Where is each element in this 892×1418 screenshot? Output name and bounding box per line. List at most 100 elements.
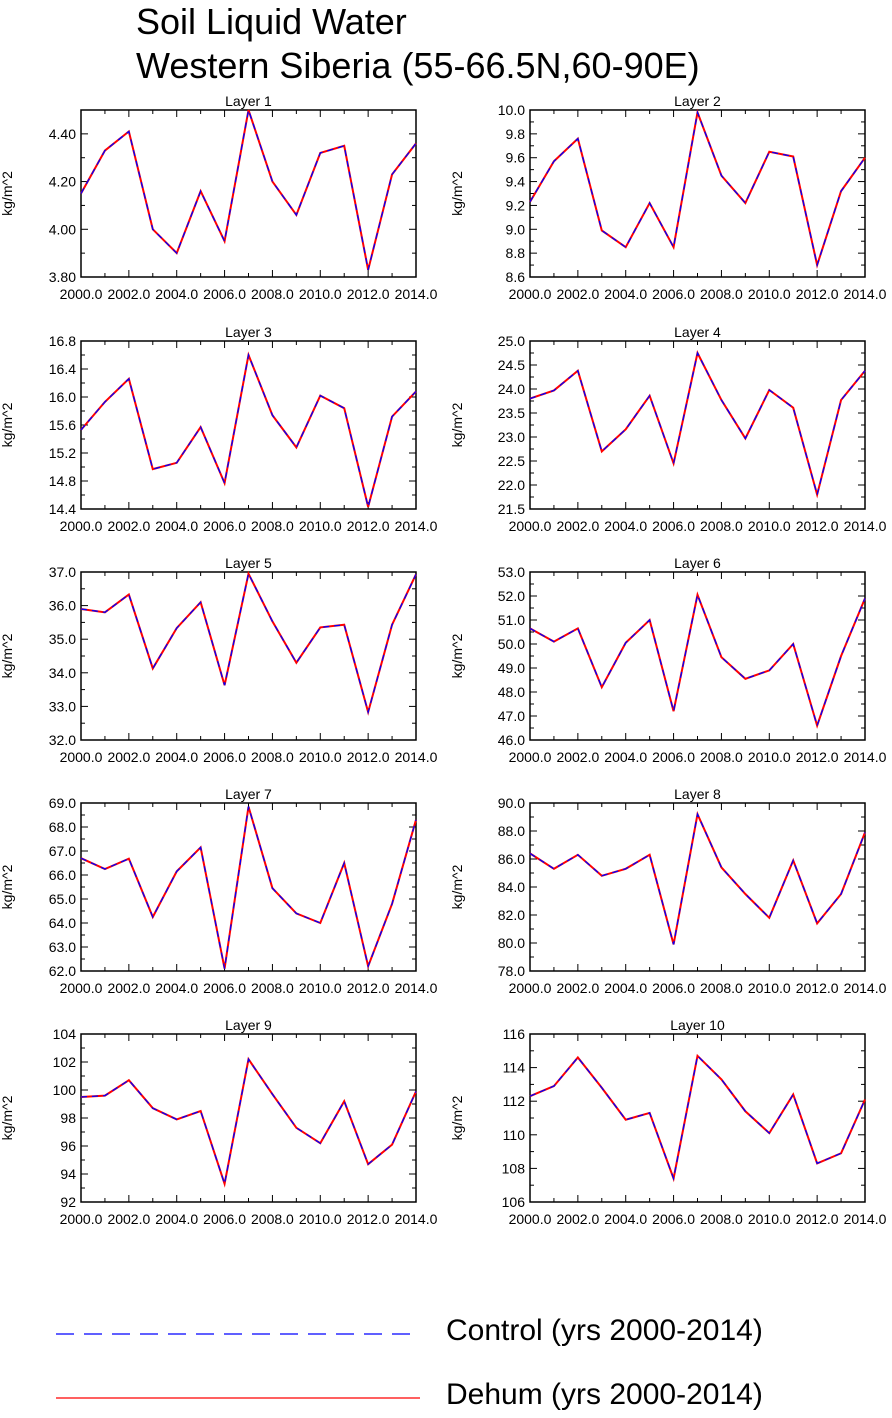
y-tick-label: 36.0 [49,598,76,614]
control-series-line-layer-1 [80,109,417,270]
y-tick-label: 23.0 [498,429,525,445]
x-tick-label: 2010.0 [748,749,791,765]
dehum-series-line-layer-3 [80,351,417,508]
panel-title-layer-3: Layer 3 [225,324,272,340]
x-tick-label: 2006.0 [652,749,695,765]
y-tick-label: 9.6 [506,150,526,166]
x-tick-label: 2004.0 [604,518,647,534]
x-tick-label: 2006.0 [203,518,246,534]
plot-frame-layer-3 [80,340,417,510]
x-tick-label: 2006.0 [203,749,246,765]
y-tick-label: 96 [60,1138,76,1154]
panel-title-layer-6: Layer 6 [674,555,721,571]
y-axis-label-layer-10: kg/m^2 [449,1095,465,1140]
y-tick-label: 16.0 [49,389,76,405]
x-tick-label: 2008.0 [251,980,294,996]
control-series-line-layer-6 [529,592,866,728]
y-tick-label: 62.0 [49,963,76,979]
x-tick-label: 2014.0 [395,980,438,996]
y-tick-label: 90.0 [498,795,525,811]
dehum-series-line-layer-8 [529,810,866,945]
x-tick-label: 2006.0 [652,1211,695,1227]
y-tick-label: 110 [503,1127,526,1143]
y-tick-label: 63.0 [49,939,76,955]
y-tick-label: 65.0 [49,891,76,907]
x-tick-label: 2012.0 [347,749,390,765]
dehum-series-line-layer-9 [80,1056,417,1188]
x-tick-label: 2008.0 [700,749,743,765]
x-tick-label: 2002.0 [107,518,150,534]
panel-title-layer-9: Layer 9 [225,1017,272,1033]
y-tick-label: 67.0 [49,843,76,859]
x-tick-label: 2000.0 [60,518,103,534]
y-tick-label: 22.0 [498,477,525,493]
y-tick-label: 16.4 [49,361,76,377]
y-axis-label-layer-1: kg/m^2 [0,171,15,216]
y-tick-label: 14.4 [49,501,76,517]
y-tick-label: 100 [53,1082,77,1098]
y-tick-label: 35.0 [49,631,76,647]
y-axis-label-layer-5: kg/m^2 [0,633,15,678]
y-tick-label: 22.5 [498,453,525,469]
y-tick-label: 15.6 [49,417,76,433]
y-tick-label: 114 [503,1060,526,1076]
x-tick-label: 2008.0 [251,518,294,534]
y-axis-label-layer-9: kg/m^2 [0,1095,15,1140]
y-tick-label: 9.8 [506,126,526,142]
y-tick-label: 3.80 [49,269,76,285]
y-tick-label: 33.0 [49,698,76,714]
x-tick-label: 2012.0 [347,1211,390,1227]
y-tick-label: 49.0 [498,660,525,676]
y-tick-label: 25.0 [498,333,525,349]
y-tick-label: 78.0 [498,963,525,979]
y-tick-label: 104 [53,1026,77,1042]
dehum-series-line-layer-5 [80,570,417,716]
x-tick-label: 2014.0 [844,749,887,765]
x-tick-label: 2002.0 [107,980,150,996]
x-tick-label: 2000.0 [60,286,103,302]
x-tick-label: 2014.0 [844,286,887,302]
x-tick-label: 2014.0 [844,1211,887,1227]
y-tick-label: 9.0 [506,221,526,237]
x-tick-label: 2002.0 [556,980,599,996]
x-tick-label: 2010.0 [748,286,791,302]
x-tick-label: 2000.0 [60,749,103,765]
y-axis-label-layer-4: kg/m^2 [449,402,465,447]
y-tick-label: 34.0 [49,665,76,681]
x-tick-label: 2010.0 [748,1211,791,1227]
x-tick-label: 2000.0 [60,980,103,996]
control-series-line-layer-8 [529,812,866,945]
dehum-series-line-layer-6 [529,591,866,729]
y-tick-label: 69.0 [49,795,76,811]
dehum-series-line-layer-4 [529,350,866,499]
x-tick-label: 2006.0 [203,1211,246,1227]
y-tick-label: 46.0 [498,732,525,748]
x-tick-label: 2000.0 [509,1211,552,1227]
panel-title-layer-5: Layer 5 [225,555,272,571]
y-tick-label: 48.0 [498,684,525,700]
x-tick-label: 2004.0 [604,749,647,765]
control-series-line-layer-3 [80,352,417,508]
y-tick-label: 92 [60,1194,76,1210]
y-axis-label-layer-3: kg/m^2 [0,402,15,447]
x-tick-label: 2000.0 [509,286,552,302]
y-tick-label: 10.0 [498,102,525,118]
title-line-1: Soil Liquid Water [136,1,407,42]
y-tick-label: 14.8 [49,473,76,489]
y-tick-label: 51.0 [498,612,525,628]
y-axis-label-layer-6: kg/m^2 [449,633,465,678]
y-tick-label: 24.0 [498,381,525,397]
x-tick-label: 2012.0 [796,518,839,534]
x-tick-label: 2002.0 [107,749,150,765]
panel-title-layer-4: Layer 4 [674,324,721,340]
panel-title-layer-10: Layer 10 [670,1017,725,1033]
dehum-series-line-layer-7 [80,806,417,970]
y-tick-label: 66.0 [49,867,76,883]
x-tick-label: 2004.0 [155,1211,198,1227]
y-axis-label-layer-8: kg/m^2 [449,864,465,909]
x-tick-label: 2004.0 [155,518,198,534]
y-tick-label: 64.0 [49,915,76,931]
x-tick-label: 2000.0 [509,980,552,996]
x-tick-label: 2000.0 [509,749,552,765]
